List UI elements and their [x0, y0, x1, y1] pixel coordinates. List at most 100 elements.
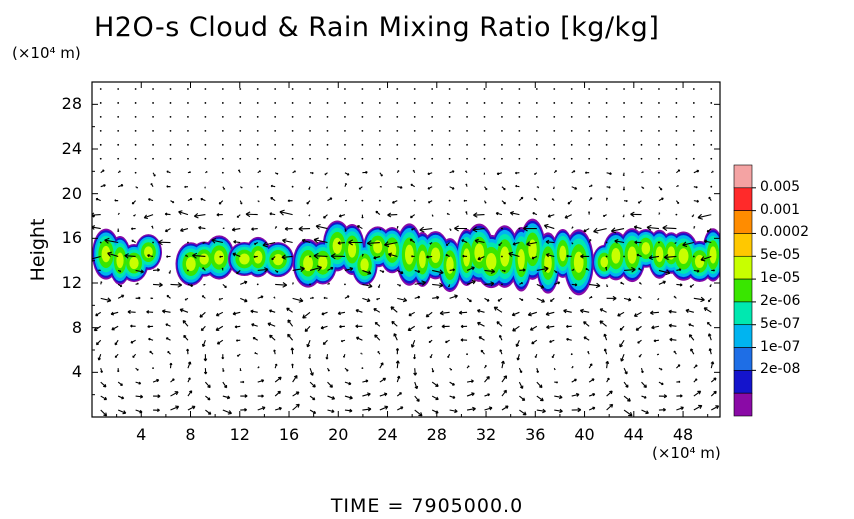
wind-vector	[518, 227, 521, 230]
wind-vector	[250, 309, 258, 314]
wind-vector	[466, 129, 468, 132]
wind-vector	[604, 266, 608, 271]
wind-vector	[376, 297, 381, 301]
wind-vector	[570, 129, 573, 132]
wind-vector	[693, 169, 700, 174]
wind-vector	[256, 157, 259, 160]
wind-vector	[588, 184, 593, 188]
wind-vector	[361, 143, 364, 146]
wind-vector	[466, 266, 475, 271]
wind-vector	[649, 310, 659, 316]
colorbar-label: 1e-07	[760, 338, 801, 355]
wind-vector	[187, 405, 196, 411]
wind-vector	[410, 183, 416, 188]
wind-vector	[274, 390, 281, 397]
wind-vector	[454, 225, 468, 232]
wind-vector	[124, 253, 136, 259]
wind-vector	[570, 353, 573, 356]
wind-vector	[178, 210, 189, 216]
wind-vector	[431, 102, 434, 104]
wind-vector	[533, 197, 538, 202]
wind-vector	[186, 348, 190, 355]
wind-vector	[571, 226, 574, 229]
wind-vector	[309, 255, 311, 258]
wind-vector	[134, 157, 137, 160]
wind-vector	[397, 406, 404, 411]
wind-vector	[396, 375, 401, 383]
wind-vector	[257, 394, 264, 398]
cloud-blob	[667, 246, 675, 260]
wind-vector	[445, 254, 450, 257]
wind-vector	[344, 102, 346, 104]
wind-vector	[187, 115, 189, 118]
colorbar-swatch	[733, 255, 753, 280]
wind-vector	[549, 297, 555, 302]
wind-vector	[222, 186, 226, 190]
wind-vector	[623, 143, 625, 146]
wind-vector	[501, 389, 507, 397]
wind-vector	[150, 183, 154, 187]
cloud-blob	[500, 246, 510, 267]
wind-vector	[571, 365, 574, 369]
wind-vector	[638, 267, 642, 271]
wind-vector	[622, 172, 625, 177]
wind-vector	[323, 214, 328, 219]
wind-vector	[204, 115, 207, 118]
wind-vector	[710, 143, 713, 146]
wind-vector	[222, 368, 225, 372]
wind-vector	[658, 171, 660, 174]
wind-vector	[360, 352, 363, 355]
wind-vector	[519, 409, 527, 416]
wind-vector	[100, 184, 106, 188]
wind-vector	[693, 378, 698, 383]
x-tick-label: 4	[136, 425, 147, 444]
wind-vector	[675, 115, 678, 118]
wind-vector	[429, 353, 433, 359]
wind-vector	[165, 323, 171, 327]
wind-vector	[152, 143, 154, 146]
wind-vector	[501, 88, 503, 90]
wind-vector	[274, 129, 277, 132]
wind-vector	[221, 267, 224, 271]
wind-vector	[169, 129, 172, 132]
wind-vector	[374, 321, 381, 327]
wind-vector	[187, 283, 194, 287]
wind-vector	[221, 88, 224, 90]
wind-vector	[413, 368, 418, 376]
wind-vector	[449, 186, 455, 190]
wind-vector	[274, 269, 279, 273]
wind-vector	[344, 228, 347, 232]
wind-vector	[460, 324, 468, 329]
wind-vector	[633, 311, 642, 317]
wind-vector	[236, 214, 241, 218]
wind-vector	[623, 381, 629, 388]
wind-vector	[519, 395, 526, 401]
wind-vector	[100, 169, 105, 174]
wind-vector	[518, 102, 521, 104]
wind-vector	[222, 381, 228, 389]
wind-vector	[362, 269, 372, 275]
wind-vector	[640, 143, 643, 146]
wind-vector	[274, 172, 279, 175]
colorbar-swatch	[733, 278, 753, 303]
cloud-blob	[694, 254, 705, 269]
wind-vector	[390, 306, 398, 313]
wind-vector	[198, 225, 206, 230]
wind-vector	[676, 169, 681, 174]
wind-vector	[477, 255, 485, 261]
wind-vector	[165, 337, 171, 341]
wind-vector	[273, 349, 276, 355]
wind-vector	[322, 339, 328, 346]
wind-vector	[706, 321, 712, 327]
wind-vector	[427, 186, 433, 190]
wind-vector	[477, 321, 485, 327]
wind-vector	[388, 252, 398, 258]
y-tick-label: 8	[71, 317, 82, 337]
wind-vector	[204, 88, 207, 90]
wind-vector	[216, 339, 224, 345]
wind-vector	[623, 157, 625, 160]
wind-vector	[152, 367, 154, 370]
wind-vector	[397, 283, 402, 287]
wind-vector	[553, 115, 556, 118]
wind-vector	[396, 143, 399, 146]
